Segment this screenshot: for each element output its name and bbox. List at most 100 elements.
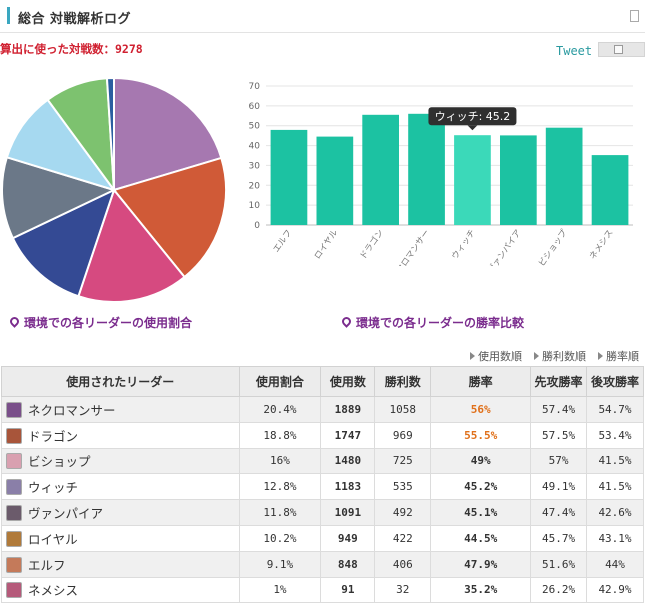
winrate-cell: 47.9%: [430, 550, 532, 578]
save-button[interactable]: [598, 42, 645, 57]
leader-cell: ウィッチ: [1, 473, 240, 501]
save-icon: [614, 45, 623, 54]
x-tick-label: ウィッチ: [450, 228, 478, 262]
col-header-wins[interactable]: 勝利数: [374, 366, 432, 397]
sort-by-uses[interactable]: 使用数順: [470, 348, 522, 364]
table-row: ネメシス 1% 91 32 35.2% 26.2% 42.9%: [1, 576, 644, 604]
leader-cell: ネクロマンサー: [1, 396, 240, 423]
leader-name: ウィッチ: [28, 480, 79, 496]
col-header-leader[interactable]: 使用されたリーダー: [1, 366, 240, 397]
pie-slice[interactable]: [0, 156, 117, 240]
share-cell: 20.4%: [238, 396, 322, 423]
wins-cell: 725: [374, 447, 432, 475]
table-row: ヴァンパイア 11.8% 1091 492 45.1% 47.4% 42.6%: [1, 499, 644, 526]
pie-slice[interactable]: [5, 98, 117, 192]
bar-caption-text: 環境での各リーダーの勝率比較: [356, 316, 525, 330]
header-corner-icon: [630, 10, 639, 22]
sort-options: 使用数順 勝利数順 勝率順: [470, 348, 639, 364]
leader-cell: ロイヤル: [1, 524, 240, 552]
map-pin-icon: [340, 315, 353, 328]
leader-stats-table: 使用されたリーダー 使用割合 使用数 勝利数 勝率 先攻勝率 後攻勝率 ネクロマ…: [1, 366, 644, 604]
leader-avatar: [6, 479, 22, 496]
bar[interactable]: [591, 155, 629, 225]
uses-cell: 1183: [320, 473, 376, 501]
first-winrate-cell: 49.1%: [530, 473, 588, 501]
leader-avatar: [6, 530, 22, 547]
second-winrate-cell: 54.7%: [586, 396, 644, 423]
second-winrate-cell: 42.9%: [586, 576, 644, 604]
wins-cell: 535: [374, 473, 432, 501]
wins-cell: 1058: [374, 396, 432, 423]
uses-cell: 1747: [320, 421, 376, 449]
uses-cell: 1480: [320, 447, 376, 475]
leader-avatar: [6, 556, 22, 573]
x-tick-label: ドラゴン: [358, 227, 387, 261]
pie-slice[interactable]: [113, 77, 223, 192]
sort-by-winrate[interactable]: 勝率順: [598, 348, 639, 364]
wins-cell: 406: [374, 550, 432, 578]
x-tick-label: ビショップ: [537, 228, 570, 266]
wins-cell: 969: [374, 421, 432, 449]
winrate-cell: 45.1%: [430, 499, 532, 526]
winrate-cell: 35.2%: [430, 576, 532, 604]
col-header-second-winrate[interactable]: 後攻勝率: [586, 366, 644, 397]
y-tick-label: 40: [249, 142, 261, 152]
share-cell: 12.8%: [238, 473, 322, 501]
y-tick-label: 20: [249, 181, 261, 191]
uses-cell: 848: [320, 550, 376, 578]
leader-avatar: [6, 582, 22, 599]
table-row: ドラゴン 18.8% 1747 969 55.5% 57.5% 53.4%: [1, 421, 644, 449]
bar-caption: 環境での各リーダーの勝率比較: [340, 314, 525, 331]
table-row: ウィッチ 12.8% 1183 535 45.2% 49.1% 41.5%: [1, 473, 644, 501]
col-header-uses[interactable]: 使用数: [320, 366, 376, 397]
bar[interactable]: [545, 127, 583, 225]
x-tick-label: ヴァンパイア: [485, 227, 523, 266]
map-pin-icon: [8, 315, 21, 328]
leader-usage-pie-chart: [0, 77, 227, 303]
pie-slice[interactable]: [11, 188, 116, 298]
pie-slice[interactable]: [105, 77, 115, 191]
tooltip-box: [428, 107, 517, 126]
bar[interactable]: [454, 135, 491, 225]
bar[interactable]: [316, 136, 354, 225]
first-winrate-cell: 57.4%: [530, 396, 588, 423]
winrate-cell: 49%: [430, 447, 532, 475]
share-cell: 9.1%: [238, 550, 322, 578]
first-winrate-cell: 45.7%: [530, 524, 588, 552]
second-winrate-cell: 43.1%: [586, 524, 644, 552]
table-row: ネクロマンサー 20.4% 1889 1058 56% 57.4% 54.7%: [1, 396, 644, 423]
y-tick-label: 70: [249, 82, 261, 92]
table-row: エルフ 9.1% 848 406 47.9% 51.6% 44%: [1, 550, 644, 578]
bar[interactable]: [362, 114, 399, 225]
col-header-winrate[interactable]: 勝率: [430, 366, 532, 397]
col-header-first-winrate[interactable]: 先攻勝率: [530, 366, 588, 397]
sort-by-wins[interactable]: 勝利数順: [534, 348, 586, 364]
leader-avatar: [6, 505, 22, 522]
battle-count: 算出に使った対戦数：9278: [0, 42, 143, 56]
x-tick-label: エルフ: [272, 228, 295, 255]
share-cell: 18.8%: [238, 421, 322, 449]
winrate-cell: 56%: [430, 396, 532, 423]
uses-cell: 1889: [320, 396, 376, 423]
leader-avatar: [6, 427, 22, 444]
uses-cell: 91: [320, 576, 376, 604]
page-header: 総合 対戦解析ログ: [0, 0, 645, 33]
winrate-cell: 44.5%: [430, 524, 532, 552]
bar[interactable]: [408, 113, 445, 225]
leader-cell: ビショップ: [1, 447, 240, 475]
winrate-cell: 55.5%: [430, 421, 532, 449]
tweet-link[interactable]: Tweet: [556, 44, 593, 58]
triangle-right-icon: [534, 352, 539, 360]
share-cell: 11.8%: [238, 499, 322, 526]
table-header-row: 使用されたリーダー 使用割合 使用数 勝利数 勝率 先攻勝率 後攻勝率: [1, 366, 644, 397]
pie-slice[interactable]: [112, 156, 227, 279]
bar[interactable]: [500, 135, 537, 225]
share-cell: 10.2%: [238, 524, 322, 552]
bar[interactable]: [270, 129, 308, 225]
col-header-share[interactable]: 使用割合: [238, 366, 322, 397]
second-winrate-cell: 42.6%: [586, 499, 644, 526]
tooltip-arrow: [467, 125, 478, 131]
table-body: ネクロマンサー 20.4% 1889 1058 56% 57.4% 54.7% ドラゴン 18.…: [1, 396, 644, 604]
leader-cell: エルフ: [1, 550, 240, 578]
y-tick-label: 0: [254, 221, 260, 231]
